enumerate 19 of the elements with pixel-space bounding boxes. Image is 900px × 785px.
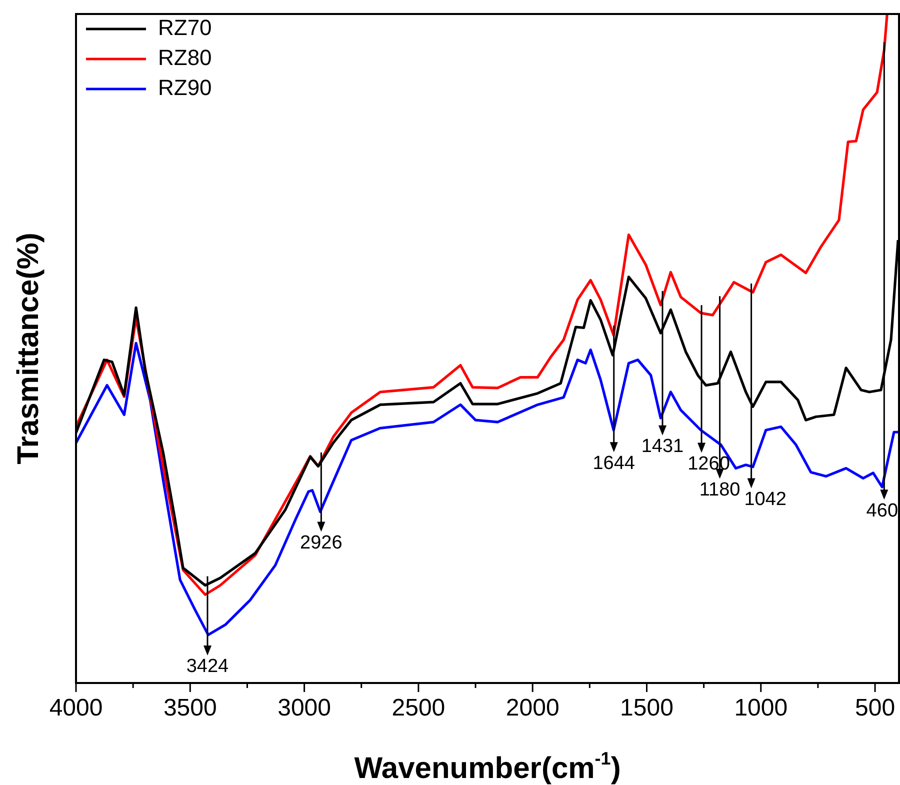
y-axis-title: Trasmittance(%) [12, 232, 45, 464]
annotation: 3424 [186, 656, 230, 678]
annotation: 1644 [592, 452, 636, 474]
x-tick-label: 4000 [49, 694, 103, 722]
x-tick-label: 2000 [506, 694, 560, 722]
x-tick-label: 3000 [278, 694, 331, 722]
x-tick-label: 500 [855, 694, 896, 722]
x-tick-label: 1500 [620, 694, 674, 722]
legend-label: RZ80 [158, 45, 212, 70]
annotation: 460 [866, 500, 898, 522]
legend-label: RZ70 [158, 15, 212, 40]
annotation: 1431 [641, 436, 684, 458]
x-tick-label: 2500 [392, 694, 446, 722]
legend-label: RZ90 [158, 75, 212, 100]
annotation: 1180 [699, 480, 740, 501]
x-tick-label: 1000 [734, 694, 788, 722]
annotation: 2926 [300, 532, 342, 554]
annotation: 1042 [744, 488, 786, 510]
x-tick-label: 3500 [163, 694, 217, 722]
